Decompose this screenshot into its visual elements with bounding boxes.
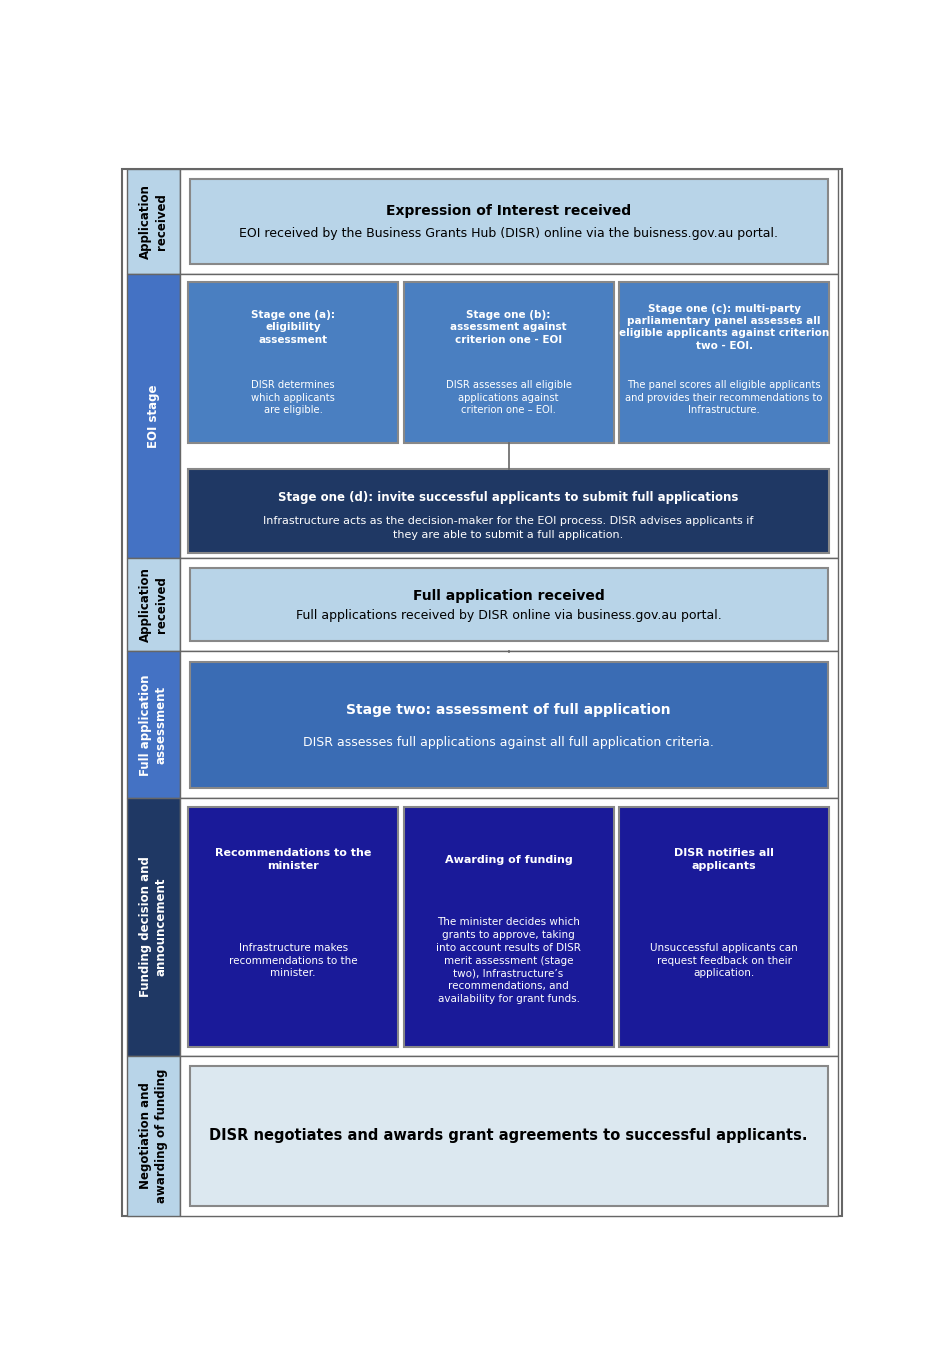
Text: The minister decides which
grants to approve, taking
into account results of DIS: The minister decides which grants to app… [437,917,581,1004]
Text: DISR determines
which applicants
are eligible.: DISR determines which applicants are eli… [251,380,335,415]
FancyBboxPatch shape [404,806,614,1047]
Text: DISR negotiates and awards grant agreements to successful applicants.: DISR negotiates and awards grant agreeme… [209,1128,808,1143]
Text: Stage one (b):
assessment against
criterion one - EOI: Stage one (b): assessment against criter… [451,310,566,344]
FancyBboxPatch shape [180,558,837,651]
FancyBboxPatch shape [190,180,827,265]
Text: Awarding of funding: Awarding of funding [445,854,572,865]
FancyBboxPatch shape [127,1056,180,1216]
Text: Stage one (d): invite successful applicants to submit full applications: Stage one (d): invite successful applica… [279,491,739,505]
FancyBboxPatch shape [190,1065,827,1205]
Text: Infrastructure makes
recommendations to the
minister.: Infrastructure makes recommendations to … [229,943,358,979]
FancyBboxPatch shape [127,169,180,274]
FancyBboxPatch shape [127,274,180,558]
Text: DISR notifies all
applicants: DISR notifies all applicants [674,849,774,871]
FancyBboxPatch shape [127,798,180,1056]
FancyBboxPatch shape [122,169,842,1216]
FancyBboxPatch shape [188,282,398,443]
Text: Stage two: assessment of full application: Stage two: assessment of full applicatio… [346,702,671,717]
Text: Application
received: Application received [138,568,167,642]
FancyBboxPatch shape [190,568,827,642]
Text: Stage one (c): multi-party
parliamentary panel assesses all
eligible applicants : Stage one (c): multi-party parliamentary… [619,304,829,351]
FancyBboxPatch shape [180,274,837,558]
FancyBboxPatch shape [127,558,180,651]
Text: Negotiation and
awarding of funding: Negotiation and awarding of funding [138,1068,167,1202]
FancyBboxPatch shape [180,798,837,1056]
FancyBboxPatch shape [188,806,398,1047]
Text: Funding decision and
announcement: Funding decision and announcement [138,857,167,997]
FancyBboxPatch shape [188,469,829,553]
Text: Full application
assessment: Full application assessment [138,675,167,776]
FancyBboxPatch shape [180,651,837,798]
Text: The panel scores all eligible applicants
and provides their recommendations to
I: The panel scores all eligible applicants… [626,380,822,415]
FancyBboxPatch shape [404,282,614,443]
Text: Infrastructure acts as the decision-maker for the EOI process. DISR advises appl: Infrastructure acts as the decision-make… [263,517,754,540]
FancyBboxPatch shape [180,1056,837,1216]
Text: Recommendations to the
minister: Recommendations to the minister [215,849,372,871]
Text: Expression of Interest received: Expression of Interest received [386,204,631,218]
FancyBboxPatch shape [190,661,827,788]
Text: Full applications received by DISR online via business.gov.au portal.: Full applications received by DISR onlin… [295,609,722,621]
FancyBboxPatch shape [180,169,837,274]
Text: EOI stage: EOI stage [147,384,160,448]
FancyBboxPatch shape [127,651,180,798]
Text: Application
received: Application received [138,184,167,259]
Text: Full application received: Full application received [413,590,604,603]
FancyBboxPatch shape [619,282,829,443]
FancyBboxPatch shape [619,806,829,1047]
Text: Stage one (a):
eligibility
assessment: Stage one (a): eligibility assessment [251,310,335,344]
Text: Unsuccessful applicants can
request feedback on their
application.: Unsuccessful applicants can request feed… [650,943,798,979]
Text: DISR assesses full applications against all full application criteria.: DISR assesses full applications against … [303,736,714,749]
Text: EOI received by the Business Grants Hub (DISR) online via the buisness.gov.au po: EOI received by the Business Grants Hub … [239,228,778,240]
Text: DISR assesses all eligible
applications against
criterion one – EOI.: DISR assesses all eligible applications … [446,380,571,415]
